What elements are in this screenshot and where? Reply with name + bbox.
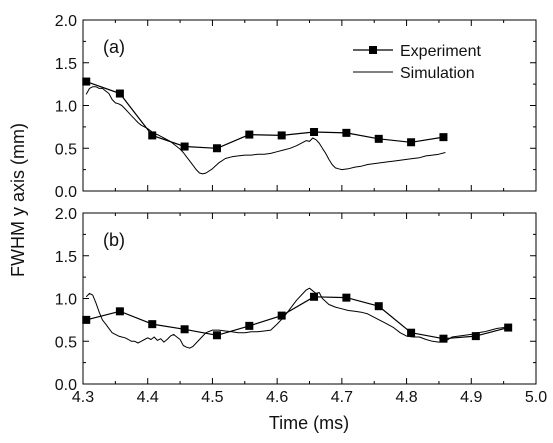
x-tick-label: 4.4 <box>137 389 159 406</box>
experiment-point <box>342 128 351 137</box>
experiment-point <box>115 307 124 316</box>
experiment-point <box>212 331 221 340</box>
y-tick-label: 2.0 <box>55 13 77 30</box>
legend-experiment-label: Experiment <box>400 43 481 60</box>
y-tick-label: 0.0 <box>55 184 77 201</box>
legend: Experiment Simulation <box>353 43 481 82</box>
y-tick-label: 0.0 <box>55 377 77 394</box>
y-tick-label: 1.5 <box>55 56 77 73</box>
experiment-point <box>115 89 124 98</box>
experiment-point <box>212 144 221 153</box>
experiment-point <box>342 293 351 302</box>
panel-b-y-ticks: 0.0 0.5 1.0 1.5 2.0 <box>55 206 536 394</box>
y-tick-label: 2.0 <box>55 206 77 223</box>
y-tick-label: 0.5 <box>55 334 77 351</box>
y-axis-title: FWHM y axis (mm) <box>8 123 28 277</box>
x-tick-label: 4.5 <box>201 389 223 406</box>
simulation-line <box>85 86 446 175</box>
y-tick-label: 1.0 <box>55 99 77 116</box>
experiment-point <box>310 128 319 137</box>
experiment-point <box>245 130 254 139</box>
panel-a-x-ticks <box>82 20 537 191</box>
experiment-point <box>374 302 383 311</box>
experiment-line <box>86 296 509 340</box>
experiment-point <box>82 77 91 86</box>
y-tick-label: 1.0 <box>55 292 77 309</box>
experiment-point <box>439 133 448 142</box>
panel-b-frame <box>82 212 537 385</box>
experiment-point <box>374 134 383 143</box>
panel-b-x-ticks: 4.3 4.4 4.5 4.6 4.7 4.8 4.9 5.0 <box>72 213 547 406</box>
x-tick-label: 4.9 <box>460 389 482 406</box>
y-tick-label: 0.5 <box>55 141 77 158</box>
experiment-point <box>148 320 157 329</box>
experiment-point <box>471 332 480 341</box>
experiment-point <box>82 315 91 324</box>
x-tick-label: 4.7 <box>331 389 353 406</box>
legend-experiment-marker <box>369 46 377 54</box>
x-tick-label: 4.3 <box>72 389 94 406</box>
x-tick-label: 5.0 <box>525 389 547 406</box>
panel-b: 0.0 0.5 1.0 1.5 2.0 4.3 4.4 4.5 4.6 4.7 4.8 4.9 5.0… <box>55 206 547 406</box>
x-tick-label: 4.8 <box>395 389 417 406</box>
panel-b-label: (b) <box>103 230 125 250</box>
experiment-point <box>148 131 157 140</box>
legend-simulation-label: Simulation <box>400 65 475 82</box>
experiment-line <box>86 81 444 149</box>
panel-b-series <box>82 287 513 349</box>
panel-a-label: (a) <box>103 37 125 57</box>
y-tick-label: 1.5 <box>55 249 77 266</box>
experiment-point <box>310 292 319 301</box>
experiment-point <box>277 131 286 140</box>
panel-a: 0.0 0.5 1.0 1.5 2.0 (a) Experiment Simulatio… <box>55 13 537 201</box>
experiment-point <box>245 321 254 330</box>
experiment-point <box>180 142 189 151</box>
experiment-point <box>180 325 189 334</box>
x-tick-label: 4.6 <box>266 389 288 406</box>
simulation-line <box>85 287 511 349</box>
experiment-point <box>407 138 416 147</box>
experiment-point <box>439 334 448 343</box>
panel-a-y-ticks: 0.0 0.5 1.0 1.5 2.0 <box>55 13 536 201</box>
panel-a-series <box>82 77 448 175</box>
x-axis-title: Time (ms) <box>269 413 349 433</box>
experiment-point <box>277 311 286 320</box>
experiment-point <box>407 328 416 337</box>
